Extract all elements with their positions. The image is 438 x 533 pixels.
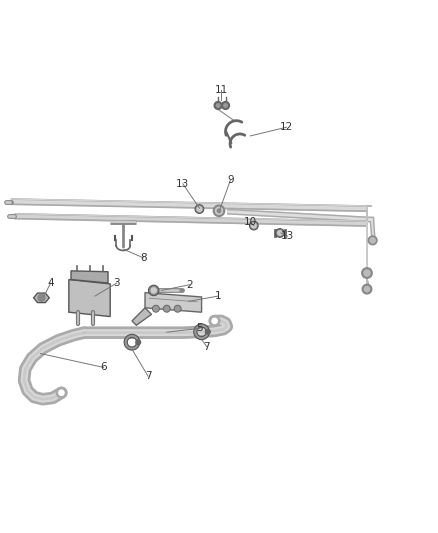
Circle shape [215, 207, 223, 214]
Polygon shape [71, 271, 108, 283]
Circle shape [362, 268, 372, 278]
Circle shape [136, 340, 141, 344]
Circle shape [151, 288, 156, 293]
Text: 7: 7 [204, 342, 210, 352]
Circle shape [197, 207, 201, 211]
Text: 5: 5 [197, 324, 203, 333]
Text: 7: 7 [145, 371, 152, 381]
Text: 1: 1 [215, 291, 222, 301]
Circle shape [209, 316, 220, 326]
Text: 13: 13 [176, 179, 190, 189]
Circle shape [222, 102, 230, 109]
Circle shape [362, 284, 372, 294]
Circle shape [56, 387, 67, 398]
Circle shape [212, 318, 217, 324]
Circle shape [216, 104, 220, 107]
Circle shape [163, 305, 170, 312]
Circle shape [38, 294, 45, 301]
Circle shape [205, 329, 210, 334]
Circle shape [364, 287, 370, 292]
Polygon shape [145, 293, 201, 312]
Circle shape [276, 229, 284, 237]
Polygon shape [132, 308, 152, 325]
Text: 6: 6 [100, 362, 107, 373]
Polygon shape [14, 214, 367, 287]
Polygon shape [228, 209, 375, 238]
Circle shape [213, 205, 225, 216]
Text: 9: 9 [227, 175, 233, 185]
Text: 13: 13 [281, 231, 294, 241]
Text: 12: 12 [280, 122, 293, 132]
Circle shape [370, 238, 375, 243]
Circle shape [174, 305, 181, 312]
Circle shape [214, 102, 222, 109]
Text: 11: 11 [215, 85, 228, 95]
Text: 4: 4 [47, 278, 54, 288]
Text: 3: 3 [113, 278, 120, 288]
Polygon shape [69, 279, 110, 317]
Circle shape [368, 236, 377, 245]
Circle shape [148, 285, 159, 296]
Circle shape [152, 305, 159, 312]
Text: 2: 2 [186, 280, 193, 290]
Circle shape [250, 221, 258, 230]
Circle shape [59, 390, 64, 395]
Wedge shape [124, 334, 140, 350]
Circle shape [195, 205, 204, 213]
Circle shape [217, 209, 221, 213]
Circle shape [364, 270, 370, 276]
Text: 10: 10 [244, 217, 257, 227]
Wedge shape [194, 324, 209, 340]
Circle shape [252, 223, 256, 228]
Text: 8: 8 [140, 253, 147, 263]
Polygon shape [11, 199, 367, 271]
Circle shape [278, 231, 282, 235]
Polygon shape [34, 293, 49, 303]
Circle shape [224, 104, 227, 107]
